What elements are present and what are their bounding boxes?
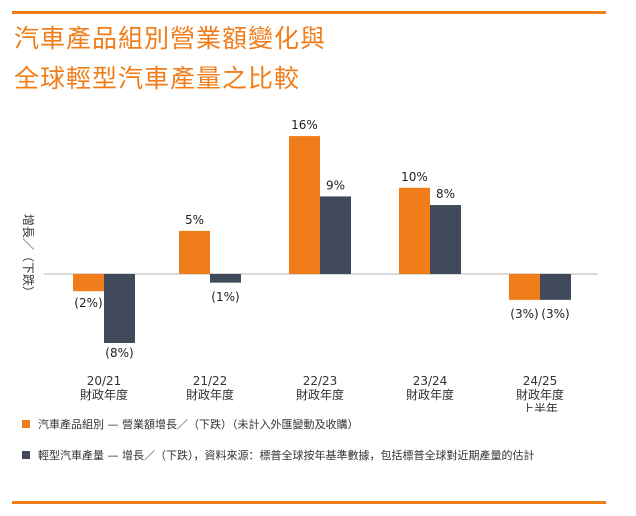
x-tick-label-4-2: 財政年度 bbox=[406, 387, 454, 402]
data-label-s1-4: 10% bbox=[401, 170, 428, 184]
legend-label-production: 輕型汽車產量 — 增長／（下跌），資料來源：標普全球按年基準數據，包括標普全球對… bbox=[38, 449, 535, 462]
bar-s1-2 bbox=[179, 230, 210, 274]
legend-item-turnover: 汽車產品組別 — 營業額增長／（下跌）（未計入外匯變動及收購） bbox=[22, 416, 359, 432]
x-tick-label-4-1: 23/24 bbox=[413, 374, 448, 388]
top-rule bbox=[12, 11, 606, 14]
bar-s1-5 bbox=[509, 274, 540, 300]
bar-s2-1 bbox=[104, 274, 135, 343]
legend-item-production: 輕型汽車產量 — 增長／（下跌），資料來源：標普全球按年基準數據，包括標普全球對… bbox=[22, 447, 535, 463]
chart-title-line2: 全球輕型汽車產量之比較 bbox=[14, 64, 301, 93]
bar-s1-3 bbox=[289, 136, 320, 274]
bar-s1-4 bbox=[399, 187, 430, 274]
data-label-s2-5: (3%) bbox=[541, 307, 569, 321]
legend-swatch-navy bbox=[22, 451, 30, 459]
legend-label-turnover: 汽車產品組別 — 營業額增長／（下跌）（未計入外匯變動及收購） bbox=[38, 418, 359, 431]
data-label-s2-3: 9% bbox=[326, 178, 345, 192]
bar-s2-2 bbox=[210, 274, 241, 283]
data-label-s1-2: 5% bbox=[185, 213, 204, 227]
x-tick-label-1-1: 20/21 bbox=[87, 374, 122, 388]
data-label-s1-1: (2%) bbox=[74, 296, 102, 310]
chart-title-line1: 汽車產品組別營業額變化與 bbox=[14, 24, 327, 53]
x-tick-label-5-3: 上半年 bbox=[522, 402, 558, 412]
bar-s1-1 bbox=[73, 274, 104, 292]
x-tick-label-2-2: 財政年度 bbox=[186, 387, 234, 402]
legend-swatch-orange bbox=[22, 420, 30, 428]
y-axis-label: 增長／（下跌） bbox=[21, 214, 36, 298]
bar-chart: 增長／（下跌） (2%) 5% 16% 10% (3%) (8%) (1%) 9% 8% (3%) 2… bbox=[21, 118, 598, 412]
x-tick-label-3-2: 財政年度 bbox=[296, 387, 344, 402]
data-label-s2-2: (1%) bbox=[211, 290, 239, 304]
data-label-s2-4: 8% bbox=[436, 187, 455, 201]
bar-s2-4 bbox=[430, 205, 461, 274]
bottom-rule bbox=[12, 501, 606, 504]
data-label-s2-1: (8%) bbox=[105, 346, 133, 360]
x-tick-label-1-2: 財政年度 bbox=[80, 387, 128, 402]
x-tick-label-5-2: 財政年度 bbox=[516, 387, 564, 402]
x-tick-label-2-1: 21/22 bbox=[193, 374, 228, 388]
bar-s2-5 bbox=[540, 274, 571, 300]
data-label-s1-5: (3%) bbox=[510, 307, 538, 321]
x-tick-label-5-1: 24/25 bbox=[523, 374, 558, 388]
x-tick-label-3-1: 22/23 bbox=[303, 374, 338, 388]
bar-s2-3 bbox=[320, 196, 351, 274]
data-label-s1-3: 16% bbox=[291, 118, 318, 132]
